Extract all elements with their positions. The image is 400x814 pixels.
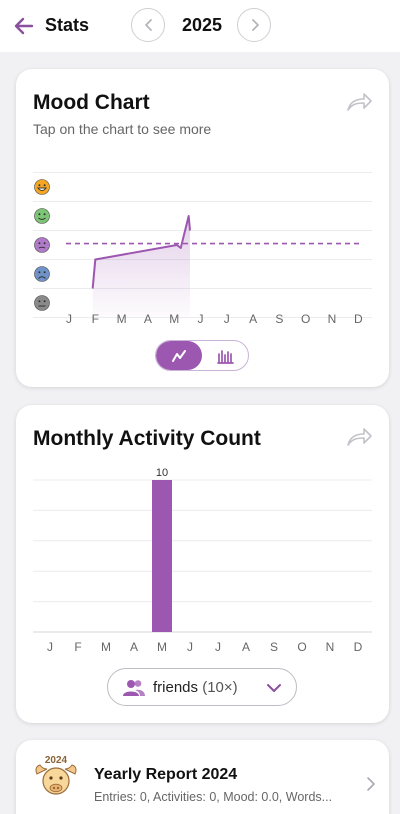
year-label: 2025 [181,15,223,35]
yearly-report-summary: Entries: 0, Activities: 0, Mood: 0.0, Wo… [94,790,333,804]
x-tick-label: S [270,640,278,654]
activity-chart-title: Monthly Activity Count [33,427,261,450]
x-tick-label: F [74,640,81,654]
x-tick-label: S [275,312,283,326]
chart-type-toggle [155,340,249,371]
chevron-left-icon [145,19,152,31]
people-icon [123,680,145,696]
yearly-report-title: Yearly Report 2024 [94,766,238,783]
report-year-badge: 2024 [44,755,68,766]
mood-chart-title: Mood Chart [33,91,150,114]
back-arrow-icon[interactable] [12,14,36,38]
mood-chart-card: Mood Chart Tap on the chart to see more … [16,69,389,387]
x-tick-label: J [215,640,221,654]
x-tick-label: A [242,640,250,654]
x-tick-label: A [144,312,152,326]
chevron-down-icon [267,684,281,692]
bar-chart-toggle[interactable] [203,341,248,370]
previous-year-button[interactable] [131,8,165,42]
x-tick-label: F [92,312,99,326]
x-tick-label: M [169,312,179,326]
x-tick-label: J [224,312,230,326]
line-chart-icon [172,350,186,362]
filter-activity-name: friends [153,679,199,696]
x-tick-label: M [117,312,127,326]
bar [152,480,172,632]
chevron-right-icon [367,777,375,791]
angry-mood-icon [34,295,50,311]
x-tick-label: A [130,640,138,654]
mood-area [92,216,190,318]
filter-activity-count: (10×) [202,679,238,696]
bar-chart-icon [217,350,234,364]
x-tick-label: D [354,312,363,326]
sad-mood-icon [34,266,50,282]
activity-filter-label: friends (10×) [153,679,238,697]
top-bar: Stats 2025 [0,0,400,52]
x-tick-label: J [198,312,204,326]
chevron-right-icon [252,19,259,31]
share-icon[interactable] [345,91,373,113]
x-tick-label: M [101,640,111,654]
x-tick-label: M [157,640,167,654]
bar-value-label: 10 [156,467,168,479]
x-tick-label: J [187,640,193,654]
happy-mood-icon [34,208,50,224]
line-chart-toggle[interactable] [156,341,202,370]
x-tick-label: D [354,640,363,654]
activity-chart-card: Monthly Activity Count 10 J F M A M J J A S O N D fr… [16,405,389,723]
mood-series-line [91,215,191,289]
share-icon[interactable] [345,426,373,448]
page-title: Stats [45,15,90,35]
next-year-button[interactable] [237,8,271,42]
activity-filter-select[interactable]: friends (10×) [107,668,297,706]
x-tick-label: J [66,312,72,326]
x-tick-label: N [328,312,337,326]
x-tick-label: J [47,640,53,654]
yearly-report-card[interactable]: 2024 Yearly Report 2024 Entries: 0, Acti… [16,740,389,814]
x-tick-label: N [326,640,335,654]
neutral-mood-icon [34,237,50,253]
ox-zodiac-icon [35,764,77,795]
laughing-mood-icon [34,179,50,195]
x-tick-label: A [249,312,257,326]
activity-bar-chart[interactable]: 10 J F M A M J J A S O N D [16,405,389,660]
x-tick-label: O [297,640,306,654]
mood-chart-subtitle: Tap on the chart to see more [33,121,212,137]
x-tick-label: O [301,312,310,326]
